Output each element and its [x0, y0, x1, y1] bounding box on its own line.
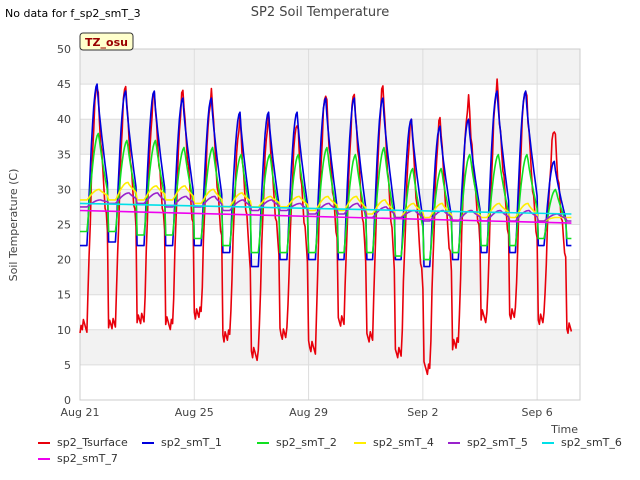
x-tick-label: Sep 2 [407, 406, 438, 419]
legend-item: sp2_smT_6 [542, 436, 622, 449]
x-axis-label: Time [550, 423, 578, 436]
smt7-line [79, 209, 572, 224]
legend-label: sp2_smT_6 [561, 436, 622, 449]
smt1-line [80, 83, 572, 268]
x-tick-label: Sep 6 [522, 406, 553, 419]
x-tick-label: Aug 25 [175, 406, 214, 419]
legend-swatch [257, 442, 269, 444]
y-tick-label: 45 [57, 78, 71, 91]
legend-label: sp2_smT_1 [161, 436, 222, 449]
legend-item: sp2_smT_1 [142, 436, 222, 449]
plot-band [80, 329, 580, 365]
legend-item: sp2_smT_4 [354, 436, 434, 449]
legend-swatch [542, 442, 554, 444]
y-tick-label: 35 [57, 148, 71, 161]
y-tick-label: 10 [57, 324, 71, 337]
y-tick-label: 15 [57, 289, 71, 302]
axes: 0 5 10 15 20 25 30 35 40 45 50 Aug 21 Aug 25 Aug 29 Se… [57, 43, 553, 419]
plot-band [80, 259, 580, 295]
legend-label: sp2_smT_2 [276, 436, 337, 449]
y-tick-label: 50 [57, 43, 71, 56]
plot-background-bands [80, 49, 580, 365]
y-tick-label: 25 [57, 219, 71, 232]
smt4-line [80, 181, 572, 222]
no-data-message: No data for f_sp2_smT_3 [5, 7, 141, 20]
chart-title: SP2 Soil Temperature [251, 5, 389, 20]
legend-label: sp2_smT_4 [373, 436, 434, 449]
legend-swatch [448, 442, 460, 444]
legend-item: sp2_Tsurface [38, 436, 128, 449]
tz-badge-box [79, 32, 134, 51]
tz-badge-text: TZ_osu [85, 36, 128, 49]
legend-item: sp2_smT_5 [448, 436, 528, 449]
legend-label: sp2_smT_7 [57, 452, 118, 465]
y-tick-label: 20 [57, 254, 71, 267]
y-tick-label: 0 [64, 394, 71, 407]
y-tick-label: 40 [57, 113, 71, 126]
smt5-line [80, 192, 572, 222]
y-tick-label: 5 [64, 359, 71, 372]
legend-swatch [38, 442, 50, 444]
legend-item: sp2_smT_7 [38, 452, 118, 465]
tsurface-line [79, 78, 573, 376]
legend-label: sp2_Tsurface [57, 436, 128, 449]
smt6-line [79, 202, 572, 215]
legend-swatch [38, 458, 50, 460]
tz-badge: TZ_osu [79, 32, 134, 51]
plot-band [80, 49, 580, 85]
x-tick-label: Aug 21 [61, 406, 100, 419]
legend-item: sp2_smT_2 [257, 436, 337, 449]
y-tick-label: 30 [57, 183, 71, 196]
plot-frame [79, 48, 581, 401]
series-layer [79, 78, 573, 376]
legend-swatch [142, 442, 154, 444]
y-axis-label: Soil Temperature (C) [7, 169, 20, 282]
legend-swatch [354, 442, 366, 444]
x-tick-label: Aug 29 [289, 406, 328, 419]
legend-label: sp2_smT_5 [467, 436, 528, 449]
